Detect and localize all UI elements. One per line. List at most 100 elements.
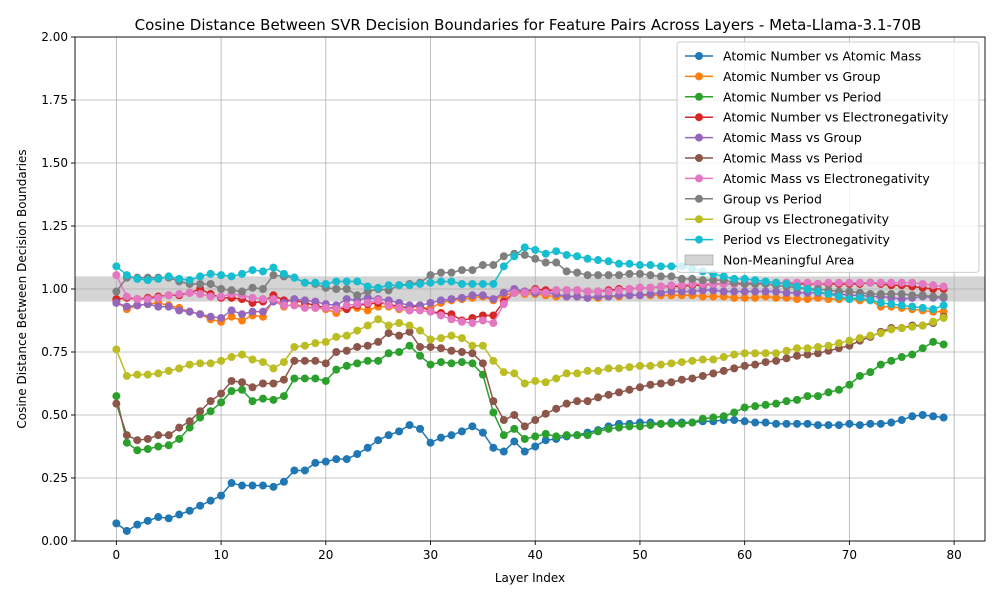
y-tick-label: 2.00 — [41, 30, 68, 44]
data-point — [468, 341, 477, 350]
data-point — [824, 278, 833, 287]
data-point — [457, 279, 466, 288]
data-point — [751, 287, 760, 296]
data-point — [374, 356, 383, 365]
data-point — [876, 278, 885, 287]
data-point — [426, 335, 435, 344]
data-point — [196, 310, 205, 319]
data-point — [196, 407, 205, 416]
data-point — [457, 317, 466, 326]
data-point — [845, 287, 854, 296]
data-point — [332, 277, 341, 286]
data-point — [583, 366, 592, 375]
data-point — [175, 434, 184, 443]
data-point — [918, 344, 927, 353]
data-point — [897, 278, 906, 287]
data-point — [520, 288, 529, 297]
data-point — [573, 286, 582, 295]
data-point — [164, 431, 173, 440]
data-point — [290, 466, 299, 475]
data-point — [227, 376, 236, 385]
data-point — [217, 292, 226, 301]
data-point — [353, 300, 362, 309]
data-point — [740, 361, 749, 370]
data-point — [311, 297, 320, 306]
data-point — [531, 416, 540, 425]
data-point — [416, 351, 425, 360]
data-point — [845, 336, 854, 345]
data-point — [457, 334, 466, 343]
data-point — [217, 271, 226, 280]
data-point — [510, 437, 519, 446]
data-point — [248, 293, 257, 302]
y-tick-label: 0.50 — [41, 408, 68, 422]
data-point — [384, 431, 393, 440]
data-point — [300, 356, 309, 365]
data-point — [583, 397, 592, 406]
data-point — [122, 371, 131, 380]
data-point — [876, 419, 885, 428]
data-point — [772, 278, 781, 287]
data-point — [761, 287, 770, 296]
data-point — [646, 421, 655, 430]
data-point — [646, 283, 655, 292]
data-point — [499, 447, 508, 456]
data-point — [520, 422, 529, 431]
data-point — [279, 358, 288, 367]
data-point — [321, 376, 330, 385]
data-point — [489, 443, 498, 452]
data-point — [541, 436, 550, 445]
data-point — [143, 370, 152, 379]
y-tick-label: 0.00 — [41, 534, 68, 548]
data-point — [206, 269, 215, 278]
data-point — [185, 288, 194, 297]
data-point — [876, 360, 885, 369]
data-point — [583, 431, 592, 440]
data-point — [583, 293, 592, 302]
data-point — [196, 279, 205, 288]
data-point — [730, 293, 739, 302]
data-point — [154, 513, 163, 522]
data-point — [196, 501, 205, 510]
data-point — [677, 287, 686, 296]
data-point — [520, 250, 529, 259]
data-point — [740, 349, 749, 358]
data-point — [227, 479, 236, 488]
data-point — [604, 287, 613, 296]
data-point — [154, 293, 163, 302]
data-point — [290, 295, 299, 304]
data-point — [562, 292, 571, 301]
data-point — [457, 348, 466, 356]
y-tick-label: 1.75 — [41, 93, 68, 107]
data-point — [489, 397, 498, 406]
data-point — [363, 282, 372, 291]
data-point — [803, 419, 812, 428]
data-point — [164, 272, 173, 281]
data-point — [677, 281, 686, 290]
data-point — [887, 278, 896, 287]
data-point — [248, 397, 257, 406]
data-point — [164, 441, 173, 450]
data-point — [740, 287, 749, 296]
data-point — [793, 282, 802, 291]
data-point — [635, 361, 644, 370]
data-point — [541, 378, 550, 387]
data-point — [656, 272, 665, 281]
data-point — [520, 379, 529, 388]
data-point — [834, 292, 843, 301]
data-point — [562, 250, 571, 259]
data-point — [384, 329, 393, 338]
data-point — [185, 276, 194, 285]
data-point — [698, 355, 707, 364]
data-point — [447, 346, 456, 355]
data-point — [855, 334, 864, 343]
data-point — [531, 442, 540, 451]
data-point — [489, 279, 498, 288]
data-point — [772, 356, 781, 365]
chart-title: Cosine Distance Between SVR Decision Bou… — [135, 16, 922, 34]
data-point — [667, 419, 676, 428]
data-point — [185, 506, 194, 515]
data-point — [363, 443, 372, 452]
data-point — [133, 446, 142, 455]
